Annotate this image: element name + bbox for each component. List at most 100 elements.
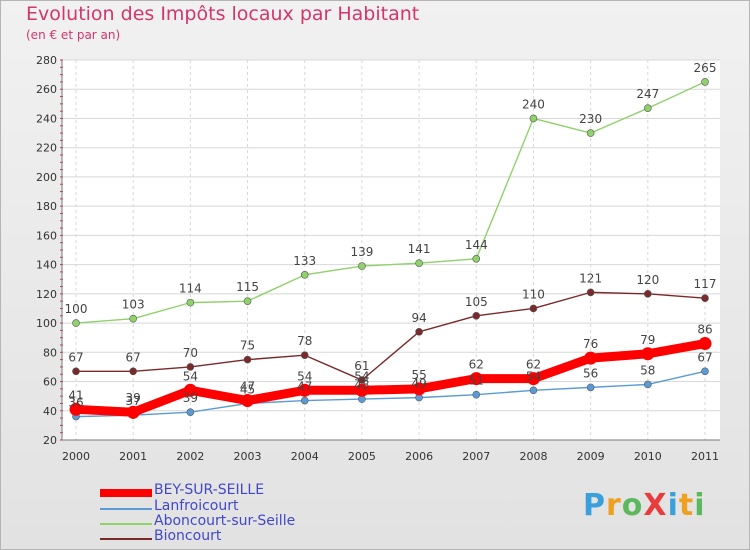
- data-label: 75: [240, 339, 255, 353]
- data-label: 120: [636, 273, 659, 287]
- data-point: [584, 351, 598, 365]
- series-line: [75, 81, 706, 324]
- data-label: 133: [293, 254, 316, 268]
- x-tick-label: 2005: [348, 450, 376, 463]
- data-label: 86: [697, 323, 712, 337]
- data-point: [183, 383, 197, 397]
- x-tick-label: 2009: [577, 450, 605, 463]
- data-point: [72, 319, 80, 327]
- data-label: 67: [126, 350, 141, 364]
- data-point: [186, 363, 195, 371]
- y-tick-label: 60: [43, 376, 57, 389]
- data-label: 54: [526, 369, 541, 383]
- legend-swatch: [100, 508, 152, 510]
- data-point: [586, 288, 595, 297]
- data-point: [415, 328, 423, 336]
- y-tick-label: 260: [36, 83, 57, 96]
- data-point: [241, 394, 255, 408]
- data-label: 67: [697, 350, 712, 364]
- data-label: 47: [297, 380, 312, 394]
- legend-label: Lanfroicourt: [154, 498, 239, 514]
- y-tick-label: 140: [36, 259, 57, 272]
- data-point: [701, 367, 709, 376]
- y-tick-label: 100: [36, 317, 57, 330]
- data-point: [300, 396, 309, 405]
- data-point: [358, 376, 366, 384]
- data-label: 54: [354, 369, 369, 383]
- data-label: 51: [469, 374, 484, 388]
- y-tick-label: 220: [36, 142, 57, 155]
- y-tick-label: 20: [43, 434, 57, 447]
- data-label: 121: [579, 271, 602, 285]
- legend-label: Bioncourt: [154, 528, 222, 544]
- data-label: 49: [411, 377, 426, 391]
- x-tick-label: 2003: [234, 450, 262, 463]
- data-label: 54: [297, 369, 312, 383]
- chart-subtitle: (en € et par an): [26, 28, 121, 42]
- legend-swatch: [100, 489, 152, 497]
- data-point: [529, 304, 538, 313]
- data-point: [472, 390, 481, 399]
- data-label: 117: [694, 277, 717, 291]
- legend-label: BEY-SUR-SEILLE: [154, 482, 265, 498]
- data-label: 48: [354, 378, 369, 392]
- y-tick-label: 240: [36, 112, 57, 125]
- data-label: 114: [179, 282, 202, 296]
- data-point: [529, 386, 538, 395]
- data-point: [701, 78, 709, 86]
- data-label: 39: [183, 391, 198, 405]
- y-tick-label: 200: [36, 171, 57, 184]
- data-point: [300, 351, 309, 360]
- data-label: 144: [465, 238, 488, 252]
- data-point: [644, 104, 652, 113]
- legend-label: Aboncourt-sur-Seille: [154, 513, 296, 529]
- data-label: 67: [68, 350, 83, 364]
- data-label: 78: [297, 334, 312, 348]
- data-label: 105: [465, 295, 488, 309]
- data-point: [186, 408, 195, 417]
- x-tick-label: 2001: [119, 450, 147, 463]
- data-point: [412, 382, 426, 396]
- legend-swatch: [100, 538, 152, 540]
- data-point: [472, 254, 481, 263]
- data-point: [469, 372, 483, 386]
- data-label: 79: [640, 333, 655, 347]
- data-point: [129, 367, 137, 376]
- series-line: [75, 370, 706, 418]
- data-label: 62: [526, 358, 541, 372]
- data-label: 62: [469, 358, 484, 372]
- data-point: [243, 297, 252, 305]
- y-tick-label: 40: [43, 405, 57, 418]
- data-point: [300, 271, 309, 279]
- chart-title: Evolution des Impôts locaux par Habitant: [26, 3, 420, 25]
- data-point: [358, 262, 366, 270]
- data-point: [298, 383, 312, 397]
- data-label: 61: [354, 359, 369, 373]
- data-label: 37: [126, 394, 141, 408]
- y-tick-label: 120: [36, 288, 57, 301]
- data-label: 41: [68, 388, 83, 402]
- data-label: 139: [350, 245, 373, 259]
- data-label: 36: [68, 396, 83, 410]
- x-tick-label: 2006: [405, 450, 433, 463]
- data-label: 70: [183, 346, 198, 360]
- series-line: [71, 339, 710, 417]
- data-label: 39: [126, 391, 141, 405]
- data-point: [698, 337, 712, 351]
- x-tick-label: 2002: [176, 450, 204, 463]
- data-label: 110: [522, 287, 545, 301]
- data-label: 54: [183, 369, 198, 383]
- y-tick-label: 80: [43, 346, 57, 359]
- plot-area: [62, 60, 720, 440]
- data-point: [355, 383, 369, 397]
- data-label: 247: [636, 87, 659, 101]
- x-tick-label: 2004: [291, 450, 319, 463]
- data-label: 115: [236, 280, 259, 294]
- data-label: 230: [579, 112, 602, 126]
- data-point: [644, 290, 652, 298]
- y-tick-label: 160: [36, 229, 57, 242]
- data-label: 55: [411, 368, 426, 382]
- series-line: [75, 291, 706, 381]
- data-label: 240: [522, 97, 545, 111]
